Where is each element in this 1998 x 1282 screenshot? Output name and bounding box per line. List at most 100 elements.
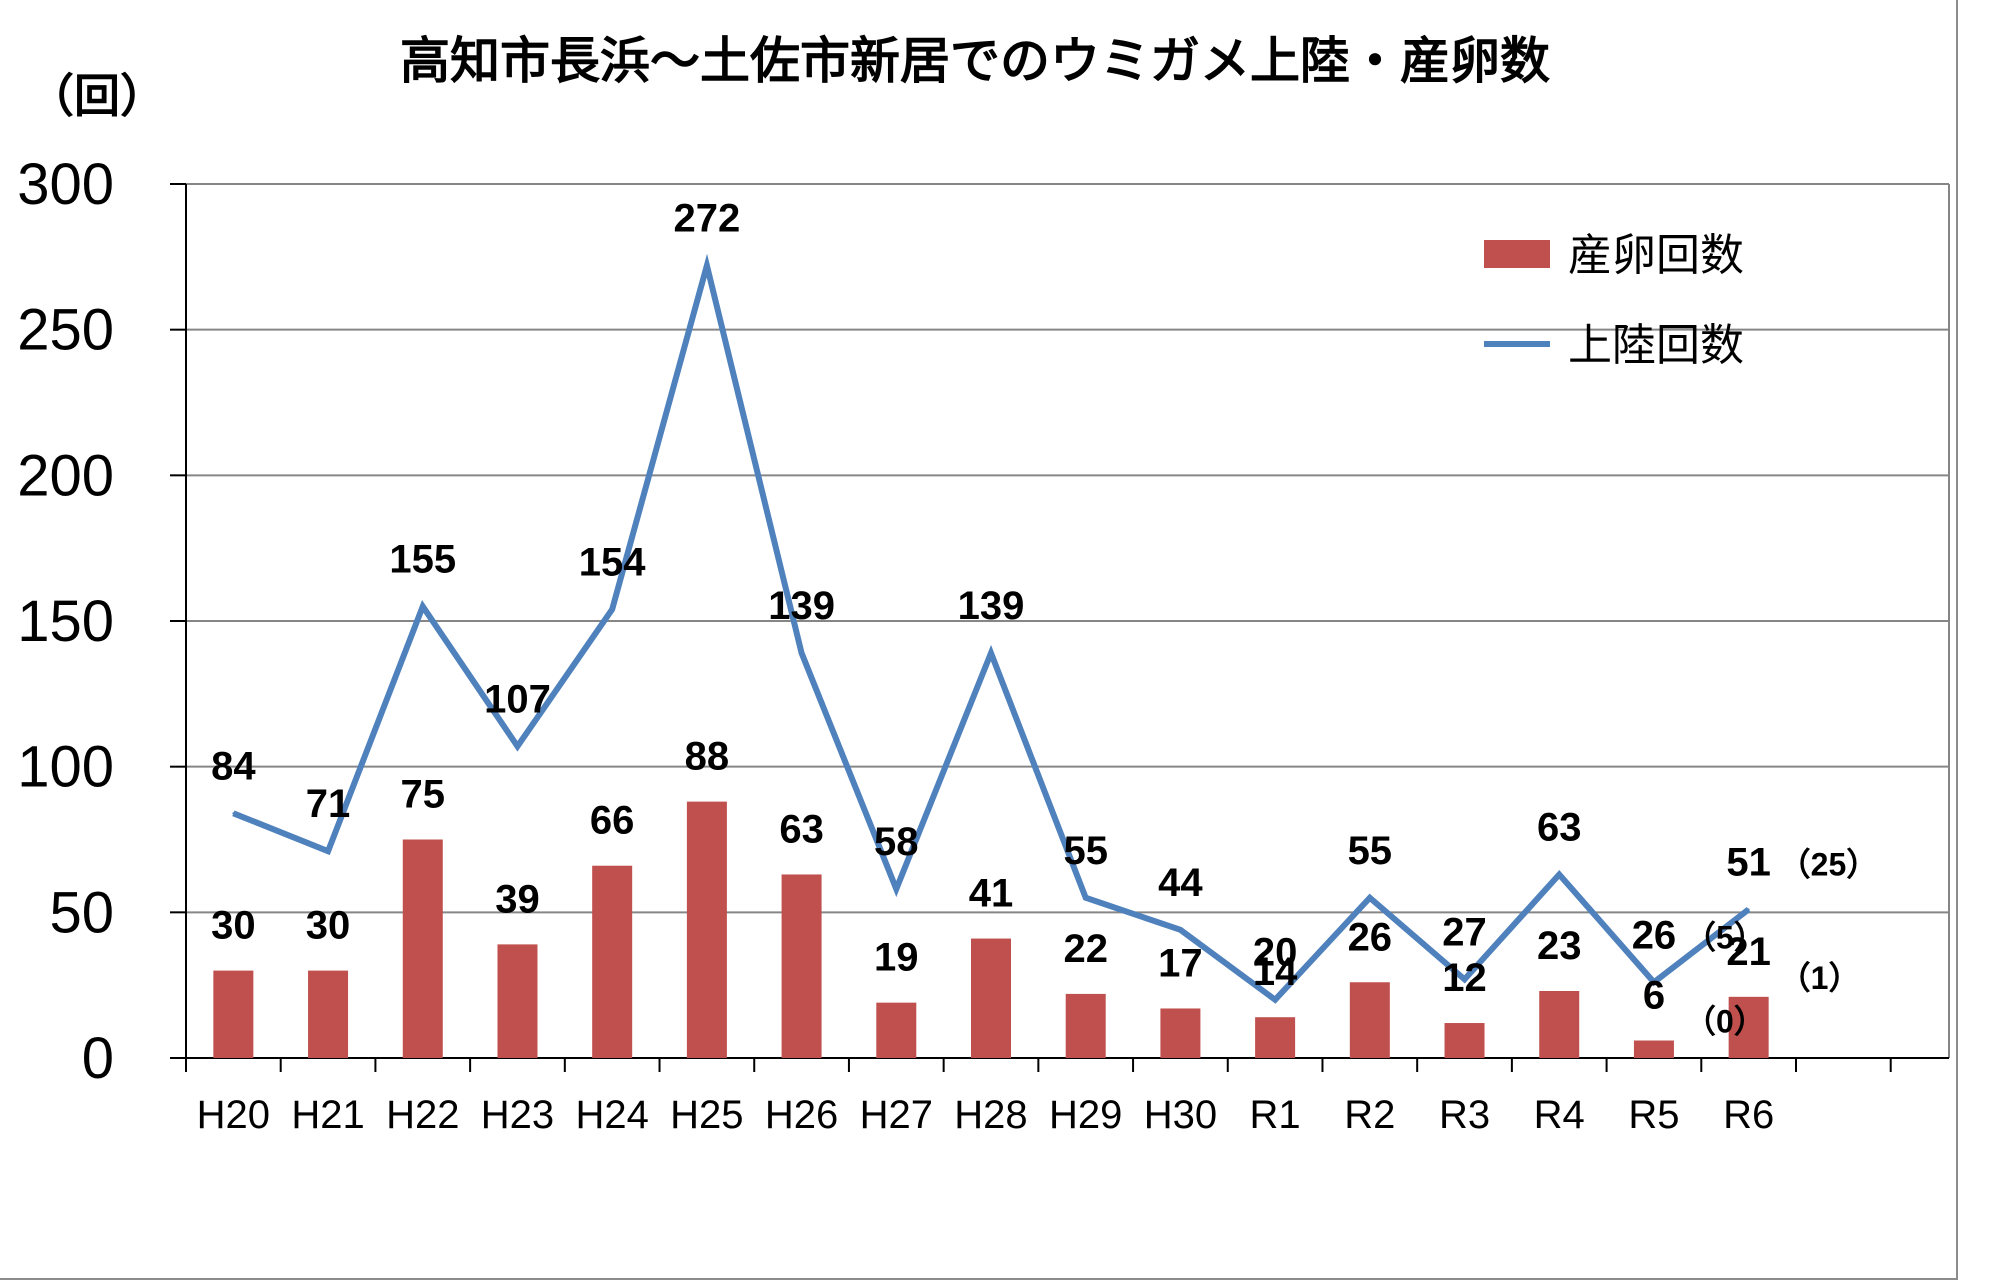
line-point	[611, 608, 614, 611]
bar-data-label: 14	[1253, 950, 1298, 994]
line-data-label: 20	[1253, 931, 1298, 975]
line-data-label: 55	[1348, 829, 1393, 873]
line-data-label: 63	[1537, 805, 1582, 849]
bar-data-label: 12	[1442, 956, 1487, 1000]
bar	[592, 865, 633, 1058]
bar	[971, 938, 1011, 1058]
legend-label-bar: 産卵回数	[1568, 230, 1744, 281]
bar	[308, 970, 349, 1058]
x-tick-label: H28	[954, 1093, 1027, 1137]
bar-data-label: 21	[1726, 930, 1771, 974]
bar-data-label: 17	[1158, 941, 1203, 985]
bar-data-label: 30	[211, 904, 256, 948]
bar-data-label: 41	[969, 872, 1014, 916]
data-annotation: （0）	[1684, 1004, 1766, 1040]
bar-data-label: 30	[306, 904, 351, 948]
legend: 産卵回数 上陸回数	[1484, 230, 1744, 371]
line-data-label: 58	[874, 820, 919, 864]
x-tick-label: H21	[291, 1093, 364, 1137]
line-point	[1368, 896, 1371, 899]
line-point	[1179, 928, 1182, 931]
line-data-label: 107	[484, 677, 551, 721]
line-point	[990, 652, 992, 655]
x-tick-label: R2	[1344, 1093, 1395, 1137]
line-point	[895, 888, 898, 891]
line-data-label: 44	[1158, 861, 1203, 905]
line-point	[705, 264, 708, 267]
data-annotation: （5）	[1684, 919, 1766, 955]
x-tick-label: R6	[1723, 1093, 1774, 1137]
bar	[1728, 996, 1769, 1058]
line-data-label: 155	[389, 537, 456, 581]
y-axis-unit: （回）	[28, 69, 166, 123]
bar-data-label: 66	[590, 799, 635, 843]
line-point	[232, 812, 235, 815]
x-tick-label: R5	[1628, 1093, 1679, 1137]
bar-data-label: 88	[685, 735, 730, 779]
line-point	[421, 605, 424, 608]
x-tick-label: H24	[575, 1093, 648, 1137]
line-point	[1652, 981, 1655, 984]
bar	[213, 970, 254, 1058]
bar	[1349, 982, 1390, 1058]
line-data-label: 139	[958, 584, 1025, 628]
bar	[1160, 1008, 1201, 1058]
plot-area: 0 50 100 150 200 250 300 H20 H21 H22 H23 H24 H25 H26 H…	[17, 152, 1950, 1137]
bar	[1539, 990, 1580, 1058]
y-tick-label: 150	[17, 589, 114, 654]
bar-data-label: 19	[874, 936, 919, 980]
line-data-label: 139	[768, 584, 835, 628]
line-point	[800, 652, 803, 655]
x-tick-label: H26	[765, 1093, 838, 1137]
y-tick-label: 300	[17, 152, 114, 217]
bar	[876, 1002, 917, 1058]
line-point	[327, 850, 330, 853]
line-data-label: 154	[579, 540, 646, 584]
y-tick-label: 200	[17, 443, 114, 508]
line-point	[1558, 873, 1561, 876]
bar-data-label: 39	[495, 877, 540, 921]
line-data-label: 84	[211, 744, 256, 788]
bar	[1065, 993, 1106, 1058]
line-point	[1463, 978, 1466, 981]
bar-data-label: 75	[401, 773, 446, 817]
line-data-label: 55	[1063, 829, 1108, 873]
x-tick-label: H22	[386, 1093, 459, 1137]
x-tick-label: H30	[1144, 1093, 1217, 1137]
bar-data-label: 22	[1063, 927, 1108, 971]
y-tick-label: 50	[49, 880, 114, 945]
line-point	[1274, 998, 1277, 1001]
bar-data-label: 6	[1643, 974, 1665, 1018]
chart-title: 高知市長浜～土佐市新居でのウミガメ上陸・産卵数	[400, 32, 1550, 90]
legend-swatch-bar	[1484, 240, 1550, 268]
bar	[1633, 1040, 1674, 1058]
legend-label-line: 上陸回数	[1568, 320, 1744, 371]
x-tick-label: R1	[1250, 1093, 1301, 1137]
data-annotation: （25）	[1779, 846, 1879, 882]
bar	[497, 944, 538, 1058]
bar	[1444, 1023, 1485, 1058]
x-tick-label: H29	[1049, 1093, 1122, 1137]
line-data-label: 26	[1632, 913, 1677, 957]
bar	[402, 839, 443, 1058]
bar	[781, 874, 822, 1058]
x-tick-label: H27	[860, 1093, 933, 1137]
y-tick-label: 0	[82, 1026, 114, 1091]
line-data-label: 71	[306, 782, 351, 826]
bar	[1255, 1017, 1296, 1058]
chart-frame	[0, 0, 1958, 1280]
y-tick-label: 100	[17, 735, 114, 800]
x-tick-label: H20	[197, 1093, 270, 1137]
x-tick-label: H25	[670, 1093, 743, 1137]
bar-data-label: 23	[1537, 924, 1582, 968]
y-tick-label: 250	[17, 298, 114, 363]
line-data-label: 27	[1442, 910, 1487, 954]
x-tick-label: H23	[481, 1093, 554, 1137]
data-annotation: （1）	[1779, 960, 1861, 996]
x-tick-label: R3	[1439, 1093, 1490, 1137]
bar-data-label: 63	[779, 807, 824, 851]
bar	[686, 801, 727, 1058]
line-point	[1084, 896, 1087, 899]
bar-data-label: 26	[1348, 915, 1393, 959]
